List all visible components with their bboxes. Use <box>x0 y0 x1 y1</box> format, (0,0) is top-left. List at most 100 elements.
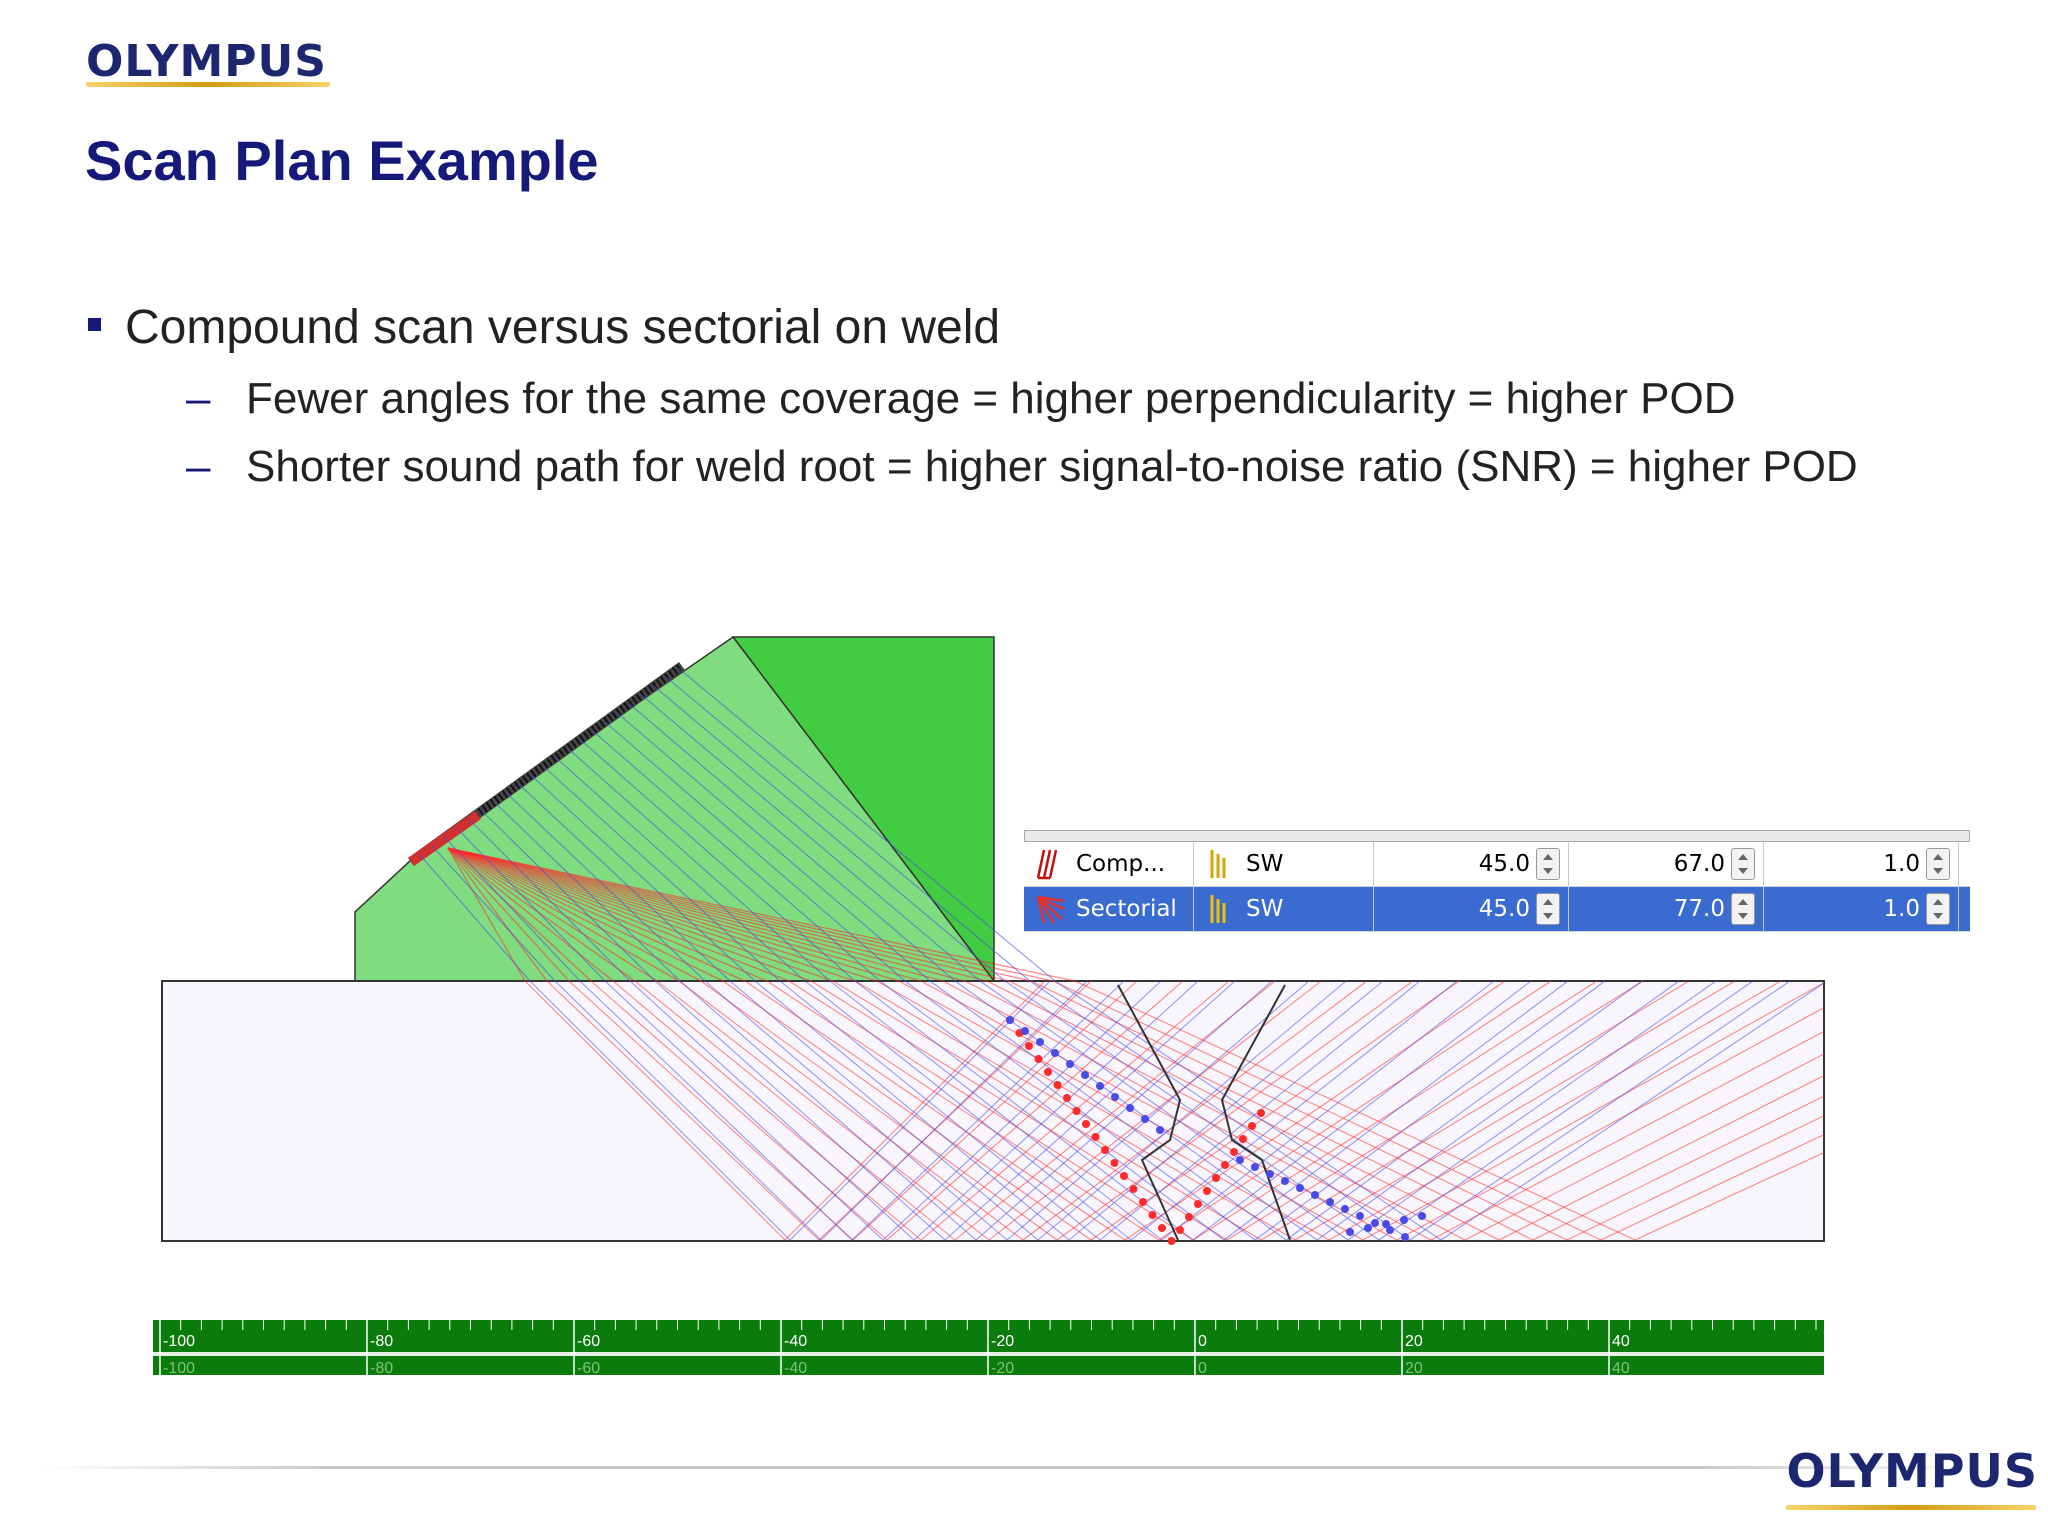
beam-ray <box>1285 980 1643 1241</box>
coverage-point <box>1257 1109 1265 1117</box>
beam-ray <box>447 847 592 982</box>
beam-ray <box>1192 980 1598 1241</box>
ruler-label: -20 <box>991 1333 1014 1350</box>
beam-ray <box>832 980 1262 1241</box>
olympus-logo-bottom: OLYMPUS <box>1786 1444 2038 1498</box>
compound-scan-icon <box>1036 849 1058 880</box>
coverage-point <box>1036 1038 1044 1046</box>
beam-ray <box>1068 980 1384 1241</box>
beam-ray <box>579 738 856 982</box>
end-angle-cell[interactable]: 77.0 <box>1569 887 1764 931</box>
end-angle-cell[interactable]: 67.0 <box>1569 842 1764 886</box>
coverage-point <box>1051 1049 1059 1057</box>
table-row[interactable]: Comp... SW 45.0 67.0 1.0 <box>1024 842 1970 887</box>
beam-ray <box>1052 980 1602 1241</box>
beam-ray <box>913 980 1199 1241</box>
coverage-point <box>1101 1146 1109 1154</box>
end-angle: 77.0 <box>1673 896 1725 922</box>
start-angle-spinner[interactable] <box>1536 893 1560 925</box>
coverage-point <box>1139 1198 1147 1206</box>
beam-ray <box>567 747 831 982</box>
sub-bullet-text: Shorter sound path for weld root = highe… <box>246 442 1858 491</box>
beam-ray <box>542 765 781 982</box>
ruler-ticks: -100 -100 -80 -80 -60 -60 -40 -40 -20 -20 0 0 20 20 40… <box>159 1320 1817 1377</box>
ruler-label: 40 <box>1612 1360 1630 1377</box>
beam-ray <box>829 980 1163 1241</box>
beam-ray <box>788 980 1194 1241</box>
coverage-point <box>1063 1094 1071 1102</box>
weld-bevel-right <box>1220 984 1291 1241</box>
coverage-point <box>1141 1115 1149 1123</box>
logo-underline <box>1786 1505 2036 1510</box>
beam-ray <box>882 980 1162 1241</box>
beam-ray <box>444 836 581 982</box>
beam-ray <box>1223 980 1569 1241</box>
coverage-point <box>1194 1200 1202 1208</box>
ruler-label: -60 <box>577 1360 600 1377</box>
beam-ray <box>804 980 1132 1241</box>
ruler-label: -100 <box>163 1333 195 1350</box>
beam-ray <box>656 980 990 1241</box>
start-angle-spinner[interactable] <box>1536 848 1560 880</box>
start-angle-cell[interactable]: 45.0 <box>1374 842 1569 886</box>
coverage-point <box>1401 1233 1409 1241</box>
beam-ray <box>929 980 1287 1241</box>
beam-ray <box>1566 1115 1825 1241</box>
end-angle: 67.0 <box>1673 851 1725 877</box>
coverage-point <box>1221 1161 1229 1169</box>
step-cell[interactable]: 1.0 <box>1764 887 1959 931</box>
wave-type: SW <box>1246 896 1284 922</box>
start-angle: 45.0 <box>1478 896 1530 922</box>
coverage-point <box>1326 1198 1334 1206</box>
beam-ray <box>1056 980 1414 1241</box>
beam-ray <box>1074 980 1636 1241</box>
beam-ray <box>447 847 790 982</box>
beam-ray <box>1396 1007 1825 1241</box>
beam-ray <box>986 980 1500 1241</box>
beam-ray <box>1347 980 1717 1241</box>
beam-ray <box>518 783 731 982</box>
coverage-point <box>1400 1216 1408 1224</box>
beam-ray <box>1378 980 1754 1241</box>
beam-ray <box>678 980 1024 1241</box>
beam-ray <box>447 847 944 982</box>
scan-group-table[interactable]: Comp... SW 45.0 67.0 1.0 Sectorial <box>1024 830 1970 932</box>
ruler-label: -100 <box>163 1360 195 1377</box>
beam-ray <box>447 847 548 982</box>
coverage-point <box>1212 1174 1220 1182</box>
ruler-label: 20 <box>1405 1333 1423 1350</box>
beam-ray <box>447 847 856 982</box>
end-angle-spinner[interactable] <box>1731 848 1755 880</box>
sectorial-scan-icon <box>1036 895 1065 924</box>
beam-ray <box>879 980 1225 1241</box>
beam-ray <box>546 980 820 1241</box>
beam-ray <box>766 980 1160 1241</box>
beam-ray <box>779 980 1101 1241</box>
step-cell[interactable]: 1.0 <box>1764 842 1959 886</box>
beam-ray <box>447 847 1032 982</box>
slide-title: Scan Plan Example <box>85 129 599 192</box>
beam-ray <box>481 810 656 982</box>
end-angle-spinner[interactable] <box>1731 893 1755 925</box>
beam-ray <box>964 980 1466 1241</box>
coverage-point <box>1066 1060 1074 1068</box>
beam-ray <box>700 980 1058 1241</box>
logo-underline <box>86 82 330 87</box>
beam-ray <box>447 847 988 982</box>
ruler-label: -20 <box>991 1360 1014 1377</box>
beam-ray <box>1294 980 1736 1241</box>
step-spinner[interactable] <box>1926 893 1950 925</box>
beam-ray <box>820 980 1088 1241</box>
start-angle-cell[interactable]: 45.0 <box>1374 887 1569 931</box>
beam-ray <box>447 847 658 982</box>
beam-ray <box>447 847 570 982</box>
scan-plan-diagram: -100 -100 -80 -80 -60 -60 -40 -40 -20 -20 0 0 20 20 40… <box>153 635 1825 1377</box>
ruler-label: -80 <box>370 1360 393 1377</box>
scan-name-cell: Sectorial <box>1024 887 1194 931</box>
step-spinner[interactable] <box>1926 848 1950 880</box>
beam-ray <box>1362 982 1825 1241</box>
beam-ray <box>530 774 756 982</box>
table-row-selected[interactable]: Sectorial SW 45.0 77.0 1.0 <box>1024 887 1970 932</box>
start-angle: 45.0 <box>1478 851 1530 877</box>
beam-ray <box>744 980 1126 1241</box>
